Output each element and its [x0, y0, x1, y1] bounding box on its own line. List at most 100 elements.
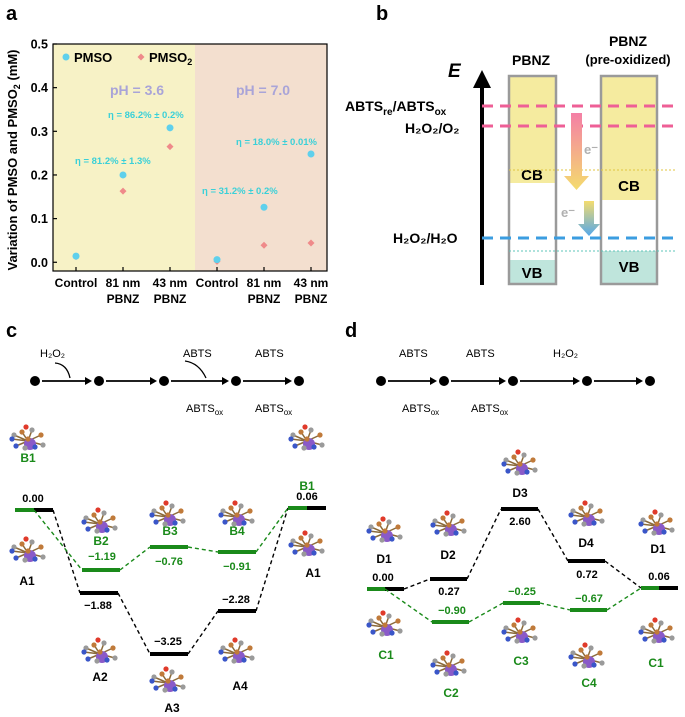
state-a1: A1	[19, 574, 35, 588]
scheme-d-abts-1: ABTS	[399, 348, 428, 360]
vb-label-preoxidized: VB	[619, 259, 640, 276]
molecule-a4	[218, 637, 255, 664]
molecule-d2	[430, 510, 467, 537]
panel-label-c: c	[6, 320, 17, 342]
annotation-eta-43nm-ph70: η = 18.0% ± 0.01%	[236, 137, 318, 148]
reaction-scheme-d: ABTS ABTS H₂O₂ ABTSox ABTSox	[376, 348, 655, 417]
state-b3: B3	[162, 524, 178, 538]
molecule-d4	[568, 500, 605, 527]
molecule-d1-start	[366, 516, 403, 543]
state-b1-end: B1	[299, 479, 315, 493]
scheme-d-h2o2: H₂O₂	[553, 348, 578, 360]
state-d3: D3	[512, 486, 528, 500]
electron-label-1: e⁻	[584, 142, 598, 157]
legend-label-pmso2: PMSO	[149, 50, 187, 65]
electron-arrow-1	[564, 113, 589, 190]
molecule-c2	[430, 650, 467, 677]
panel-label-b: b	[376, 3, 388, 25]
point-pmso2	[166, 143, 174, 151]
state-a3: A3	[164, 701, 180, 715]
molecule-c3	[501, 617, 538, 644]
electron-label-2: e⁻	[561, 205, 575, 220]
energy-a1-end: 0.06	[296, 491, 317, 503]
level-label-h2o2-h2o: H₂O₂/H₂O	[393, 230, 458, 246]
x-tick-label: Control	[55, 276, 98, 290]
x-tick-label: 43 nm	[294, 276, 329, 290]
y-tick-label: 0.2	[31, 168, 48, 182]
legend-marker-pmso2	[137, 53, 145, 61]
point-pmso	[72, 252, 80, 260]
scheme-c-h2o2: H₂O₂	[40, 348, 65, 360]
point-pmso	[166, 124, 174, 132]
band-box-preoxidized	[599, 74, 659, 286]
vb-fill-pbnz	[509, 260, 556, 284]
electron-arrow-2	[578, 201, 600, 236]
energy-b2: −1.19	[88, 551, 116, 563]
legend-label-pmso: PMSO	[74, 50, 112, 65]
point-pmso2	[307, 239, 315, 247]
region-label-ph36: pH = 3.6	[110, 82, 164, 98]
state-b4: B4	[229, 524, 245, 538]
energy-d2: 0.27	[438, 586, 459, 598]
column-header-pbnz-preoxidized: PBNZ	[609, 33, 648, 49]
scheme-c-abtsox-2: ABTSox	[255, 403, 292, 417]
energy-d3: 2.60	[509, 516, 530, 528]
point-pmso2	[260, 241, 268, 249]
point-pmso	[260, 203, 268, 211]
cb-label-preoxidized: CB	[618, 178, 640, 195]
state-d1-end: D1	[650, 542, 666, 556]
point-pmso	[213, 256, 221, 264]
reaction-scheme-c: H₂O₂ ABTS ABTS ABTSox ABTSox	[30, 348, 304, 417]
molecule-b3	[149, 500, 186, 527]
state-d1: D1	[376, 552, 392, 566]
molecule-b2	[81, 507, 118, 534]
level-label-abts: ABTSre/ABTSox	[345, 98, 447, 118]
region-label-ph70: pH = 7.0	[236, 82, 290, 98]
x-tick-label: PBNZ	[107, 292, 140, 306]
state-b1: B1	[20, 451, 36, 465]
molecule-d1-end	[638, 509, 675, 536]
scheme-c-abtsox-1: ABTSox	[186, 403, 223, 417]
molecule-a1-start	[9, 536, 46, 563]
y-axis-label: Variation of PMSO and PMSO2 (mM)	[5, 50, 22, 271]
y-tick-label: 0.1	[31, 212, 48, 226]
molecule-c1-start	[366, 610, 403, 637]
state-c1: C1	[378, 648, 394, 662]
scheme-d-abtsox-2: ABTSox	[471, 403, 508, 417]
annotation-eta-43nm-ph36: η = 86.2% ± 0.2%	[108, 110, 184, 121]
state-a2: A2	[92, 670, 108, 684]
point-pmso2	[119, 187, 127, 195]
legend-marker-pmso	[62, 53, 70, 61]
state-c1-end: C1	[648, 656, 664, 670]
scheme-d-abtsox-1: ABTSox	[402, 403, 439, 417]
annotation-eta-81nm-ph70: η = 31.2% ± 0.2%	[202, 186, 278, 197]
energy-axis-arrow	[473, 70, 491, 88]
point-pmso	[119, 171, 127, 179]
y-tick-label: 0.0	[31, 256, 48, 270]
molecule-d3	[501, 449, 538, 476]
state-d2: D2	[440, 548, 456, 562]
scheme-c-abts-1: ABTS	[183, 348, 212, 360]
state-d4: D4	[578, 536, 594, 550]
y-tick-label: 0.3	[31, 125, 48, 139]
energy-a3: −3.25	[154, 636, 182, 648]
annotation-eta-81nm-ph36: η = 81.2% ± 1.3%	[75, 156, 151, 167]
vb-label-pbnz: VB	[522, 265, 543, 282]
energy-d1-end: 0.06	[648, 571, 669, 583]
state-c2: C2	[443, 686, 459, 700]
state-a1-end: A1	[305, 566, 321, 580]
panel-label-a: a	[6, 3, 18, 25]
scheme-d-abts-2: ABTS	[466, 348, 495, 360]
x-tick-label: PBNZ	[248, 292, 281, 306]
energy-profile-c: 0.00 −1.88 −3.25 −2.28 0.06 −1.19 −0.76 …	[15, 451, 326, 715]
x-tick-label: 43 nm	[153, 276, 188, 290]
region-ph36	[53, 44, 195, 271]
energy-c4: −0.67	[575, 593, 603, 605]
y-tick-label: 0.4	[31, 81, 48, 95]
state-b2: B2	[93, 534, 109, 548]
state-c4: C4	[581, 676, 597, 690]
cb-fill-preoxidized	[601, 76, 657, 200]
energy-b4: −0.91	[223, 561, 251, 573]
scheme-c-abts-2: ABTS	[255, 348, 284, 360]
